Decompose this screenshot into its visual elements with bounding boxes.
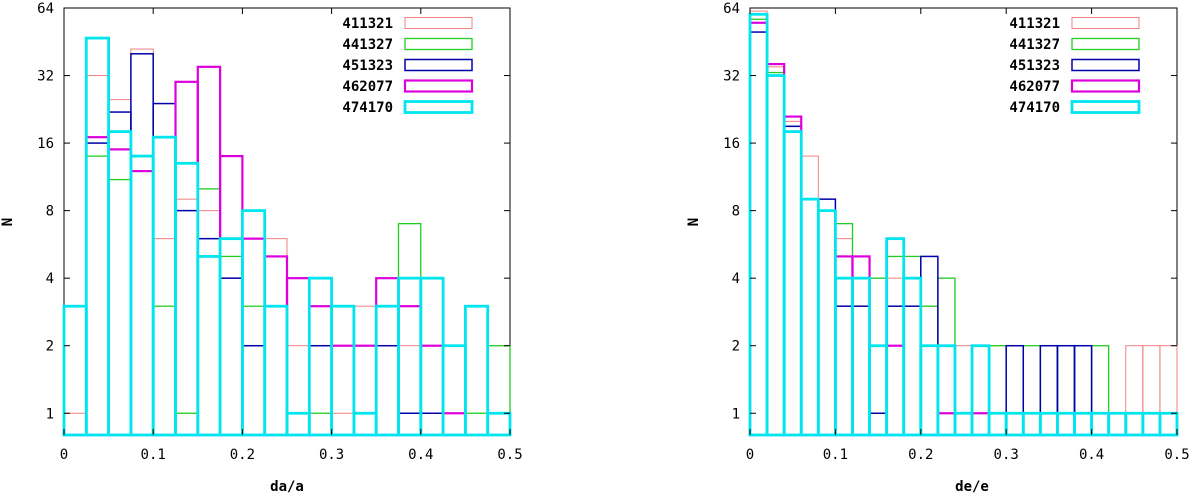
x-tick-label: 0.4 (408, 447, 433, 463)
legend-label: 451323 (342, 58, 393, 74)
histogram-bar (936, 344, 957, 437)
legend-swatch (1071, 37, 1140, 51)
x-tick-label: 0.2 (230, 447, 255, 463)
histogram-bar (1158, 411, 1179, 437)
histogram-bar (970, 344, 991, 437)
series-474170 (748, 12, 1179, 437)
x-tick-label: 0.3 (994, 447, 1019, 463)
legend-swatch (1070, 100, 1141, 114)
histogram-bars (748, 10, 1179, 437)
histogram-bar (263, 304, 289, 437)
x-tick-label: 0.1 (141, 447, 166, 463)
legend-swatch (403, 100, 474, 114)
y-tick-label: 1 (732, 406, 740, 422)
legend-item: 411321 (1009, 16, 1140, 32)
y-tick-label: 64 (723, 1, 740, 17)
y-axis-label: N (686, 218, 702, 226)
legend-swatch (404, 37, 473, 51)
histogram-bar (463, 304, 490, 437)
legend-item: 411321 (342, 16, 473, 32)
legend-label: 411321 (1009, 16, 1060, 32)
legend-item: 451323 (342, 58, 473, 74)
x-tick-label: 0.1 (823, 447, 848, 463)
y-tick-label: 32 (723, 69, 740, 85)
legend-swatch (404, 58, 473, 72)
y-tick-label: 4 (732, 271, 740, 287)
histogram-bar (486, 411, 512, 437)
y-tick-label: 2 (46, 339, 54, 355)
y-tick-label: 16 (37, 136, 54, 152)
legend-item: 451323 (1009, 58, 1140, 74)
histogram-bar (330, 304, 356, 437)
x-tick-label: 0 (60, 447, 68, 463)
legend-item: 462077 (1009, 79, 1141, 95)
legend-label: 474170 (342, 100, 393, 116)
legend-label: 441327 (1009, 37, 1060, 53)
x-tick-label: 0.5 (1164, 447, 1189, 463)
legend-swatch (1070, 79, 1141, 93)
y-tick-label: 8 (46, 204, 54, 220)
y-tick-label: 16 (723, 136, 740, 152)
legend-label: 441327 (342, 37, 393, 53)
legend-label: 411321 (342, 16, 393, 32)
x-tick-label: 0 (746, 447, 754, 463)
legend: 411321 441327 451323 462077 474170 (1009, 16, 1141, 116)
series-474170 (62, 36, 512, 437)
x-tick-label: 0.3 (319, 447, 344, 463)
y-tick-label: 4 (46, 271, 54, 287)
y-axis-label: N (0, 218, 16, 226)
y-tick-label: 64 (37, 1, 54, 17)
legend-item: 474170 (1009, 100, 1141, 116)
legend-swatch (1071, 17, 1140, 29)
legend-item: 441327 (342, 37, 473, 53)
y-tick-label: 8 (732, 204, 740, 220)
x-tick-label: 0.4 (1079, 447, 1104, 463)
legend-swatch (404, 17, 473, 29)
x-axis-label: de/e (955, 479, 989, 495)
legend-item: 474170 (342, 100, 474, 116)
legend-swatch (1071, 58, 1140, 72)
legend-label: 462077 (1009, 79, 1060, 95)
legend-label: 474170 (1009, 100, 1060, 116)
legend: 411321 441327 451323 462077 474170 (342, 16, 474, 116)
legend-swatch (403, 79, 474, 93)
x-tick-label: 0.5 (497, 447, 522, 463)
y-tick-label: 1 (46, 406, 54, 422)
x-axis-label: da/a (270, 479, 304, 495)
x-tick-label: 0.2 (908, 447, 933, 463)
y-tick-label: 2 (732, 339, 740, 355)
legend-label: 462077 (342, 79, 393, 95)
y-tick-label: 32 (37, 69, 54, 85)
legend-label: 451323 (1009, 58, 1060, 74)
histogram-bars (62, 36, 512, 437)
legend-item: 441327 (1009, 37, 1140, 53)
legend-item: 462077 (342, 79, 474, 95)
